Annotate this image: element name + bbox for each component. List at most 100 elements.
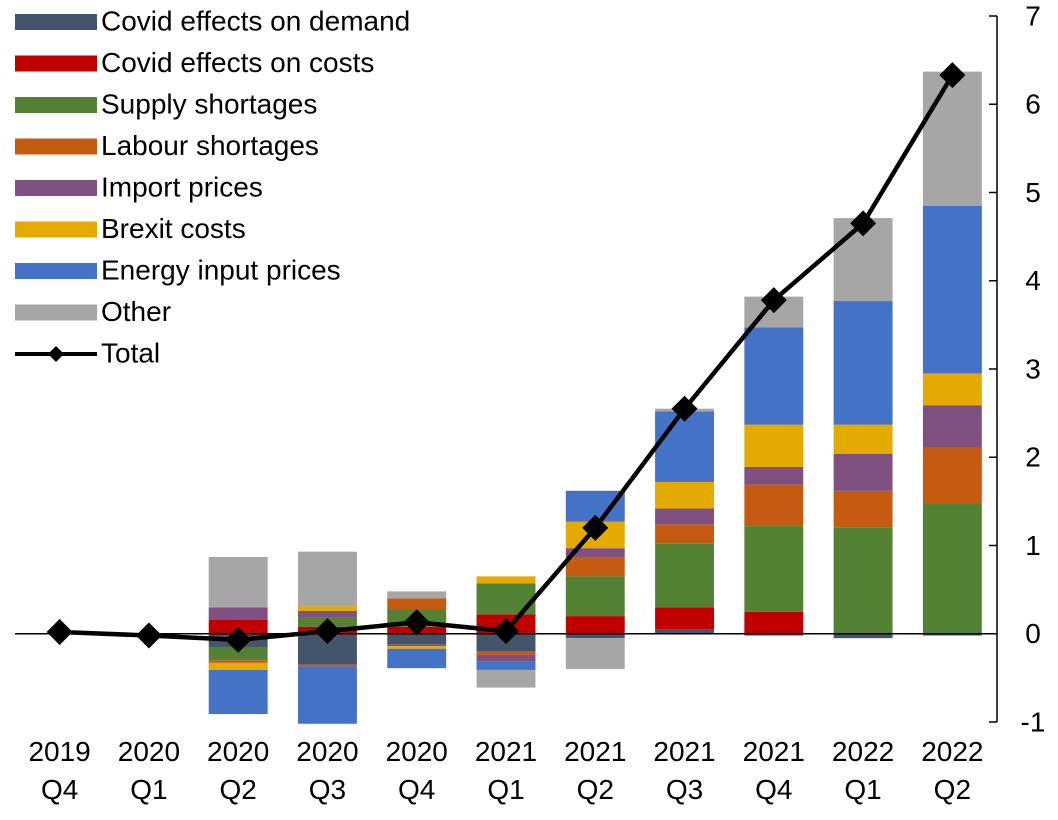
bar bbox=[922, 71, 982, 206]
y-tick-label: 6 bbox=[1025, 89, 1041, 120]
x-tick-label: 2021 Q1 bbox=[474, 736, 538, 805]
y-tick-label: -1 bbox=[1021, 706, 1046, 737]
legend-label: Covid effects on demand bbox=[101, 5, 410, 36]
bar bbox=[297, 610, 357, 618]
x-tick-label: 2020 Q3 bbox=[296, 736, 359, 805]
bar bbox=[297, 664, 357, 667]
bar bbox=[655, 524, 715, 544]
total-marker bbox=[225, 626, 252, 653]
legend-swatch bbox=[15, 97, 97, 113]
y-tick-label: 7 bbox=[1025, 0, 1041, 31]
bar bbox=[387, 591, 447, 599]
legend-swatch bbox=[15, 180, 97, 196]
x-tick-label: 2020 Q2 bbox=[207, 736, 270, 805]
legend-swatch bbox=[15, 304, 97, 321]
total-marker bbox=[403, 609, 430, 636]
legend-label: Labour shortages bbox=[101, 130, 319, 161]
legend-label: Total bbox=[101, 337, 160, 368]
bar bbox=[476, 669, 536, 688]
bar bbox=[387, 644, 447, 647]
bar bbox=[655, 481, 715, 509]
bar bbox=[655, 629, 715, 634]
bar bbox=[208, 607, 268, 620]
total-marker bbox=[135, 622, 162, 649]
x-tick-label: 2020 Q4 bbox=[385, 736, 448, 805]
bar bbox=[833, 301, 893, 425]
bar bbox=[565, 633, 625, 639]
bar bbox=[922, 633, 982, 636]
bar bbox=[922, 373, 982, 406]
bar bbox=[744, 484, 804, 527]
bar bbox=[476, 651, 536, 655]
bar bbox=[744, 424, 804, 467]
bar bbox=[387, 646, 447, 649]
total-marker bbox=[850, 210, 877, 237]
total-marker bbox=[582, 514, 609, 541]
total-marker bbox=[314, 618, 341, 645]
legend-swatch bbox=[15, 14, 97, 30]
bar bbox=[922, 405, 982, 448]
legend-swatch bbox=[15, 263, 97, 279]
y-tick-label: 4 bbox=[1025, 265, 1041, 296]
y-tick-label: 0 bbox=[1025, 618, 1041, 649]
bar bbox=[297, 666, 357, 724]
total-marker bbox=[939, 62, 966, 89]
x-tick-label: 2022 Q1 bbox=[831, 736, 895, 805]
bar bbox=[655, 508, 715, 525]
bar bbox=[387, 633, 447, 645]
bar bbox=[565, 556, 625, 577]
bar bbox=[208, 619, 268, 634]
x-tick-label: 2022 Q2 bbox=[921, 736, 984, 805]
total-marker bbox=[760, 287, 787, 314]
y-tick-label: 5 bbox=[1025, 177, 1041, 208]
total-marker bbox=[46, 618, 73, 645]
y-tick-label: 2 bbox=[1025, 442, 1041, 473]
legend-label: Import prices bbox=[101, 171, 263, 202]
bar bbox=[833, 453, 893, 491]
legend-label: Other bbox=[101, 296, 171, 327]
legend-swatch bbox=[15, 55, 97, 72]
bar bbox=[922, 205, 982, 374]
x-tick-label: 2021 Q3 bbox=[653, 736, 716, 805]
legend-label: Brexit costs bbox=[101, 213, 246, 244]
x-tick-label: 2019 Q4 bbox=[28, 736, 91, 805]
x-tick-label: 2021 Q2 bbox=[564, 736, 627, 805]
bar bbox=[744, 327, 804, 425]
y-tick-label: 1 bbox=[1025, 530, 1041, 561]
x-tick-label: 2020 Q1 bbox=[117, 736, 181, 805]
bar bbox=[655, 543, 715, 608]
legend-marker bbox=[48, 346, 64, 362]
bar bbox=[476, 576, 536, 584]
bar bbox=[744, 466, 804, 485]
legend-label: Supply shortages bbox=[101, 88, 317, 119]
bar bbox=[922, 447, 982, 505]
bar bbox=[297, 606, 357, 611]
y-tick-label: 3 bbox=[1025, 353, 1041, 384]
total-marker bbox=[493, 618, 519, 645]
bar bbox=[476, 654, 536, 662]
bar bbox=[744, 611, 804, 634]
bar bbox=[208, 556, 268, 608]
bar bbox=[833, 633, 893, 639]
bar bbox=[208, 662, 268, 670]
total-marker bbox=[671, 395, 698, 422]
bar bbox=[476, 661, 536, 670]
bar bbox=[565, 576, 625, 617]
bar bbox=[565, 548, 625, 557]
legend-swatch bbox=[15, 138, 97, 155]
bar bbox=[387, 648, 447, 669]
legend-label: Covid effects on costs bbox=[101, 47, 374, 78]
x-tick-label: 2021 Q4 bbox=[742, 736, 805, 805]
bar bbox=[565, 616, 625, 634]
bar bbox=[297, 551, 357, 607]
bar bbox=[833, 490, 893, 528]
bar bbox=[655, 607, 715, 630]
bar bbox=[387, 598, 447, 610]
bar bbox=[833, 527, 893, 634]
bar bbox=[655, 411, 715, 482]
legend-swatch bbox=[15, 221, 97, 238]
bar bbox=[208, 646, 268, 661]
bar bbox=[922, 504, 982, 634]
